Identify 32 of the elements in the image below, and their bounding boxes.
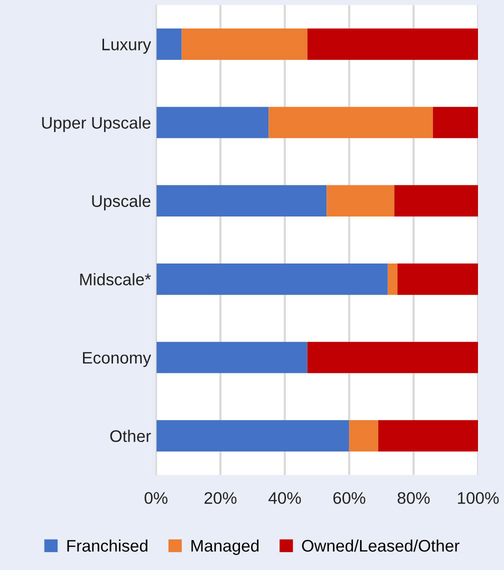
bar — [326, 185, 394, 216]
y-tick-label: Other — [110, 430, 151, 442]
x-tick-label: 40% — [268, 492, 301, 504]
x-tick-label: 80% — [398, 492, 430, 504]
bar — [156, 420, 350, 452]
legend-label: Managed — [191, 539, 259, 555]
y-tick-label: Upscale — [92, 194, 150, 210]
bar — [156, 342, 308, 374]
bar — [378, 420, 478, 452]
x-tick-label: 0% — [144, 492, 168, 504]
bar — [307, 342, 478, 374]
bar — [182, 28, 308, 60]
x-tick-label: 60% — [333, 492, 366, 504]
bar — [349, 420, 378, 452]
bar — [398, 264, 478, 295]
legend-label: Franchised — [67, 539, 148, 552]
y-tick-label: Upper Upscale — [42, 116, 150, 132]
bar — [156, 106, 269, 138]
x-tick-label: 100% — [458, 492, 499, 504]
legend-label: Owned/Leased/Other — [302, 539, 460, 552]
y-tick-label: Economy — [83, 352, 152, 367]
y-tick-label: Midscale* — [80, 273, 151, 286]
bar — [394, 185, 478, 216]
bar — [156, 264, 388, 295]
bar — [156, 28, 182, 60]
bar — [156, 185, 327, 216]
bar — [268, 106, 433, 138]
bar — [432, 106, 478, 138]
bar — [388, 264, 398, 295]
x-tick-label: 20% — [204, 492, 236, 504]
y-tick-label: Luxury — [102, 38, 152, 54]
bar — [307, 28, 478, 60]
